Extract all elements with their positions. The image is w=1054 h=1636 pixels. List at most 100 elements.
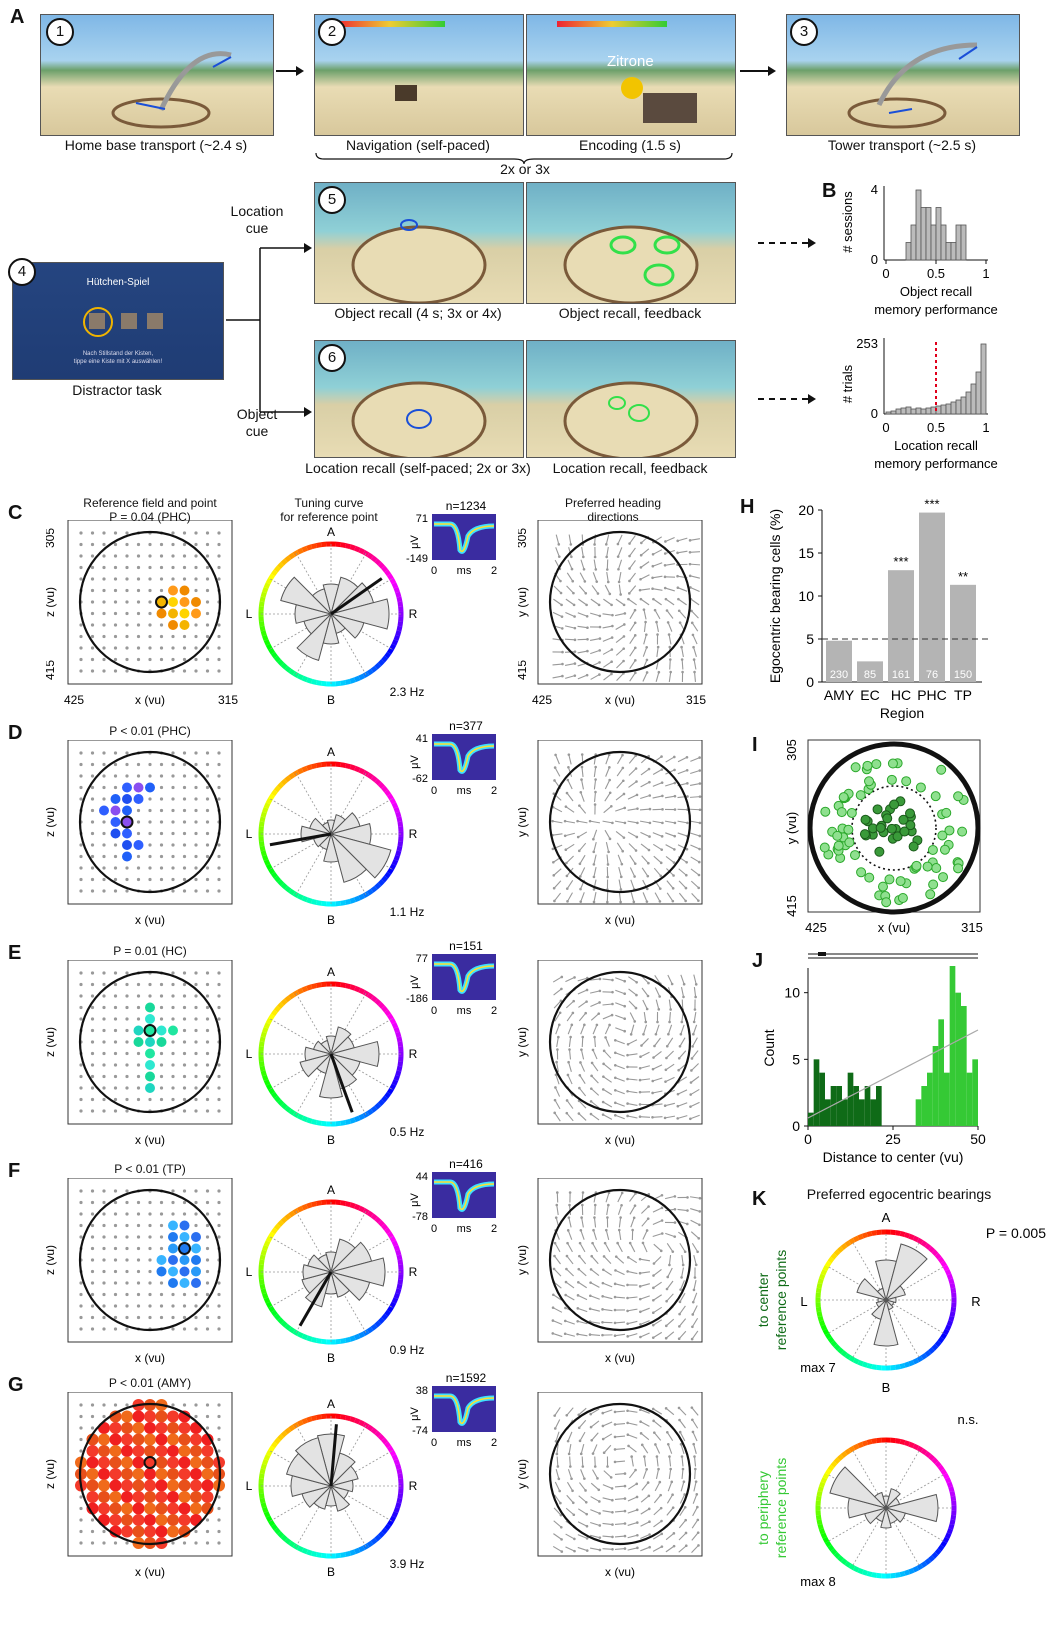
field-dot: [125, 1327, 129, 1331]
field-bin: [110, 794, 121, 804]
field-dot: [205, 1269, 210, 1274]
heading-arrow-tip: [636, 807, 639, 810]
hue-ring-segment: [259, 816, 266, 823]
k-top-hue-ring: [948, 1278, 955, 1285]
heading-arrow-tip: [634, 754, 637, 757]
heading-arrow-tip: [691, 1430, 695, 1434]
heading-arrow-tip: [677, 1068, 680, 1072]
field-dot: [125, 1304, 129, 1308]
voltage-min: -149: [406, 553, 428, 565]
heading-arrow: [591, 585, 599, 594]
heading-arrow-tip: [683, 1493, 686, 1496]
heading-arrow-tip: [638, 1297, 642, 1301]
hue-ring-segment: [280, 998, 288, 1006]
heading-arrow-tip: [592, 900, 596, 904]
heading-arrow-tip: [579, 1061, 582, 1064]
k-bottom-hue-ring: [833, 1457, 841, 1465]
field-dot: [182, 808, 187, 813]
heading-arrow: [554, 892, 561, 902]
field-dot: [79, 889, 83, 893]
heading-arrow: [692, 1494, 698, 1504]
heading-arrow-tip: [633, 1020, 637, 1023]
heading-arrow-tip: [693, 1276, 697, 1279]
hue-ring-segment: [259, 845, 266, 852]
hue-ring-segment: [273, 565, 281, 573]
field-dot: [194, 982, 198, 987]
field-dot: [136, 565, 141, 570]
field-dot: [205, 623, 210, 627]
field-dot: [113, 588, 118, 593]
heading-arrow-tip: [571, 1011, 575, 1015]
field-dot: [125, 554, 129, 558]
k-top-hue-ring: [904, 1232, 911, 1239]
heading-arrow: [652, 1116, 663, 1118]
heading-arrow: [568, 1049, 572, 1060]
heading-arrow: [615, 989, 625, 995]
heading-arrow-tip: [601, 1295, 604, 1298]
i-xlabel: x (vu): [878, 920, 911, 935]
heading-arrow: [665, 1076, 675, 1083]
heading-arrow-tip: [560, 615, 564, 618]
heading-arrow: [554, 767, 561, 777]
heading-arrow-tip: [582, 555, 585, 559]
field-dot: [113, 1028, 118, 1033]
k-bottom-hue-ring: [844, 1448, 852, 1456]
b-bot-bar: [975, 371, 982, 415]
heading-arrow-tip: [598, 1512, 601, 1515]
heading-arrow: [628, 1000, 637, 1009]
field-bin: [167, 1422, 179, 1434]
field-dot: [171, 1315, 175, 1320]
field-dot: [217, 751, 221, 755]
hue-ring-segment: [335, 761, 342, 768]
heading-arrow-tip: [648, 821, 652, 825]
field-bin: [133, 782, 144, 793]
hue-ring-segment: [358, 767, 366, 775]
tuning-curve-c: ABL R2.3 Hz: [246, 525, 425, 707]
heading-arrow: [566, 1255, 574, 1265]
voltage-min: -62: [412, 773, 428, 785]
hue-ring-segment: [315, 1200, 322, 1206]
heading-arrow: [580, 559, 585, 570]
field-dot: [79, 1086, 83, 1090]
heading-arrow-tip: [565, 887, 569, 890]
hue-ring-segment: [354, 1333, 361, 1341]
hue-ring-segment: [288, 1424, 296, 1432]
heading-arrow-tip: [601, 1411, 605, 1415]
heading-arrow: [666, 1280, 674, 1290]
heading-arrow: [629, 560, 636, 569]
heading-arrow-tip: [602, 1255, 606, 1258]
heading-arrow: [602, 1114, 613, 1120]
heading-arrow-tip: [616, 1241, 619, 1245]
field-title-d: P < 0.01 (PHC): [109, 724, 191, 738]
i-periphery-point: [941, 807, 952, 818]
tuning-curve-f: ABL R0.9 Hz: [246, 1183, 425, 1365]
heading-arrow-tip: [617, 567, 620, 571]
heading-arrow: [553, 880, 562, 889]
heading-arrow-tip: [577, 1413, 581, 1417]
heading-arrow-tip: [639, 1432, 643, 1435]
field-dot: [159, 854, 164, 859]
screenshot-encoding: Zitrone: [526, 14, 736, 136]
j-sig-marker: [818, 952, 826, 956]
field-dot: [136, 1005, 141, 1010]
hue-ring-segment: [370, 995, 378, 1003]
field-dot: [205, 634, 210, 639]
k-top-hue-ring: [937, 1336, 945, 1344]
field-dot: [136, 611, 141, 616]
k-top-hue-ring: [857, 1359, 864, 1367]
b-bot-bar: [900, 407, 907, 415]
hue-ring-segment: [384, 871, 392, 879]
heading-arrow-tip: [693, 1008, 697, 1011]
field-dot: [194, 843, 198, 847]
hue-ring-segment: [345, 1201, 351, 1208]
i-periphery-point: [862, 760, 873, 771]
field-dot: [90, 1097, 95, 1102]
field-dot: [182, 554, 187, 558]
field-dot: [102, 611, 106, 616]
tuning-petal: [323, 832, 339, 863]
field-dot: [125, 762, 129, 767]
field-bin: [155, 1525, 168, 1538]
i-periphery-point: [938, 872, 949, 883]
k-dir-a: A: [882, 1210, 891, 1225]
k-bottom-hue-ring: [950, 1495, 957, 1502]
